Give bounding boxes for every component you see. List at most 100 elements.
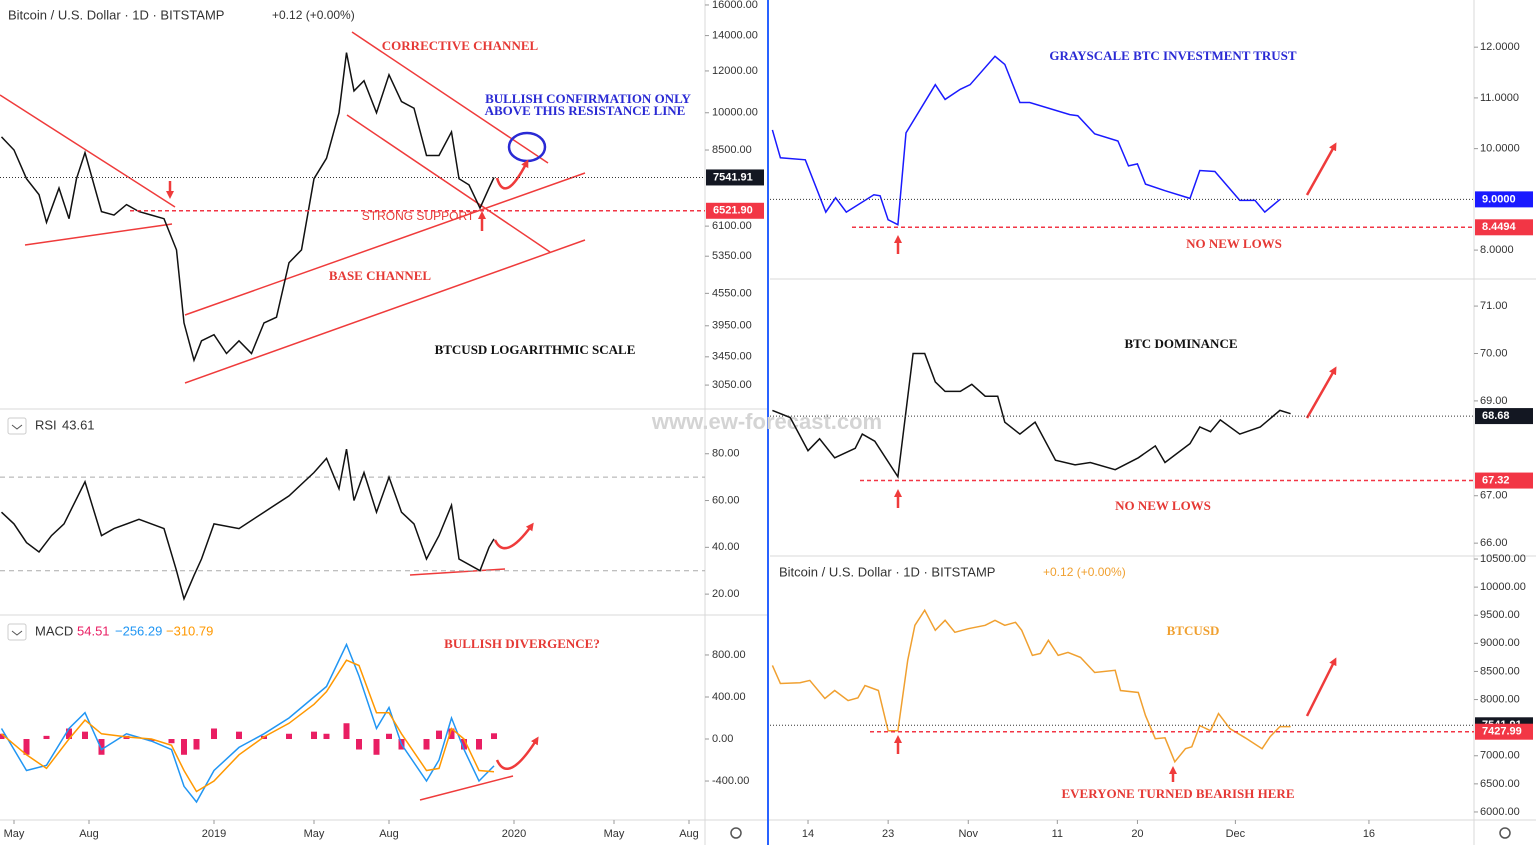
- y-tick-label: 10000.00: [712, 107, 758, 119]
- annotation: GRAYSCALE BTC INVESTMENT TRUST: [1049, 48, 1297, 63]
- histogram-bar: [193, 739, 200, 750]
- rsi-value: 43.61: [62, 417, 95, 432]
- annotation: BTC DOMINANCE: [1124, 336, 1237, 351]
- x-tick-label: 2019: [202, 828, 226, 840]
- x-tick-label: Aug: [79, 828, 99, 840]
- y-tick-label: 20.00: [712, 588, 740, 600]
- macd-signal-value: −310.79: [166, 623, 213, 638]
- y-tick-label: 9000.00: [1480, 637, 1520, 649]
- histogram-bar: [436, 730, 442, 740]
- series-line: [0, 52, 495, 363]
- y-tick-label: 7000.00: [1480, 750, 1520, 762]
- y-tick-label: 60.00: [712, 494, 740, 506]
- histogram-bar: [98, 739, 105, 755]
- histogram-bar: [168, 739, 175, 744]
- histogram-bar: [491, 733, 497, 740]
- rsi-title: RSI: [35, 417, 57, 432]
- y-tick-label: 12000.00: [712, 65, 758, 77]
- series-line: [0, 448, 495, 602]
- annotation: BTCUSD LOGARITHMIC SCALE: [435, 342, 636, 357]
- y-tick-label: 69.00: [1480, 395, 1508, 407]
- histogram-bar: [236, 731, 242, 740]
- macd-hist-value: 54.51: [77, 623, 110, 638]
- annotation: CORRECTIVE CHANNEL: [382, 38, 539, 53]
- price-tag-label: 7541.91: [713, 171, 753, 183]
- series-line: [772, 352, 1291, 479]
- histogram-bar: [23, 739, 30, 755]
- x-tick-label: May: [304, 828, 325, 840]
- annotation: ABOVE THIS RESISTANCE LINE: [485, 103, 686, 118]
- histogram-bar: [476, 739, 482, 750]
- price-tag-label: 68.68: [1482, 410, 1510, 422]
- header-title: Bitcoin / U.S. Dollar · 1D · BITSTAMP: [8, 7, 224, 22]
- x-tick-label: 23: [882, 828, 894, 840]
- histogram-bar: [211, 728, 217, 740]
- price-tag-label: 9.0000: [1482, 193, 1516, 205]
- histogram-bar: [286, 733, 292, 740]
- histogram-bar: [323, 733, 330, 740]
- histogram-bar: [461, 739, 467, 750]
- watermark: www.ew-forecast.com: [651, 409, 882, 434]
- y-tick-label: 67.00: [1480, 490, 1508, 502]
- header-change: +0.12 (+0.00%): [1043, 565, 1126, 579]
- y-tick-label: 3050.00: [712, 379, 752, 391]
- y-tick-label: 10000.00: [1480, 581, 1526, 593]
- y-tick-label: 3450.00: [712, 351, 752, 363]
- header-title: Bitcoin / U.S. Dollar · 1D · BITSTAMP: [779, 564, 995, 579]
- price-tag: [1475, 191, 1533, 208]
- y-tick-label: 10.0000: [1480, 143, 1520, 155]
- price-tag: [706, 202, 764, 219]
- price-tag: [1475, 408, 1533, 425]
- y-tick-label: 3950.00: [712, 320, 752, 332]
- annotation: STRONG SUPPORT: [362, 209, 475, 223]
- histogram-bar: [373, 739, 380, 755]
- y-tick-label: 10500.00: [1480, 553, 1526, 565]
- price-tag-label: 67.32: [1482, 474, 1510, 486]
- histogram-bar: [386, 733, 392, 740]
- y-tick-label: 66.00: [1480, 537, 1508, 549]
- x-tick-label: Aug: [679, 828, 699, 840]
- y-tick-label: 4550.00: [712, 287, 752, 299]
- histogram-bar: [82, 731, 88, 740]
- x-tick-label: Aug: [379, 828, 399, 840]
- y-tick-label: 5350.00: [712, 250, 752, 262]
- y-tick-label: 70.00: [1480, 347, 1508, 359]
- histogram-bar: [343, 723, 350, 740]
- y-tick-label: 6100.00: [712, 220, 752, 232]
- y-tick-label: 71.00: [1480, 300, 1508, 312]
- y-tick-label: 6500.00: [1480, 778, 1520, 790]
- annotation: BULLISH DIVERGENCE?: [444, 636, 600, 651]
- histogram-bar: [148, 739, 155, 742]
- y-tick-label: 400.00: [712, 691, 746, 703]
- x-tick-label: May: [4, 828, 25, 840]
- macd-title: MACD: [35, 623, 73, 638]
- x-tick-label: Dec: [1226, 828, 1246, 840]
- drawings: [0, 31, 1337, 801]
- annotation: EVERYONE TURNED BEARISH HERE: [1062, 786, 1295, 801]
- histogram-bar: [181, 739, 187, 755]
- histogram-bar: [66, 728, 72, 740]
- y-tick-label: 6000.00: [1480, 806, 1520, 818]
- y-tick-label: 8.0000: [1480, 244, 1514, 256]
- histogram-bar: [43, 735, 50, 740]
- macd-value: −256.29: [115, 623, 162, 638]
- y-tick-label: -400.00: [712, 775, 749, 787]
- series-line: [771, 55, 1281, 226]
- y-tick-label: 9500.00: [1480, 609, 1520, 621]
- x-tick-label: 16: [1363, 828, 1375, 840]
- header-change: +0.12 (+0.00%): [272, 8, 355, 22]
- y-tick-label: 11.0000: [1480, 92, 1519, 104]
- y-tick-label: 8000.00: [1480, 693, 1520, 705]
- price-tag-label: 8.4494: [1482, 221, 1517, 233]
- y-tick-label: 16000.00: [712, 0, 758, 11]
- annotation: NO NEW LOWS: [1186, 236, 1282, 251]
- y-tick-label: 14000.00: [712, 29, 758, 41]
- histogram-bar: [448, 728, 455, 740]
- annotation: BTCUSD: [1167, 623, 1220, 638]
- y-tick-label: 0.00: [712, 733, 733, 745]
- x-tick-label: 14: [802, 828, 814, 840]
- series-line: [1, 659, 495, 793]
- x-tick-label: 11: [1052, 828, 1063, 840]
- x-tick-label: 2020: [502, 828, 526, 840]
